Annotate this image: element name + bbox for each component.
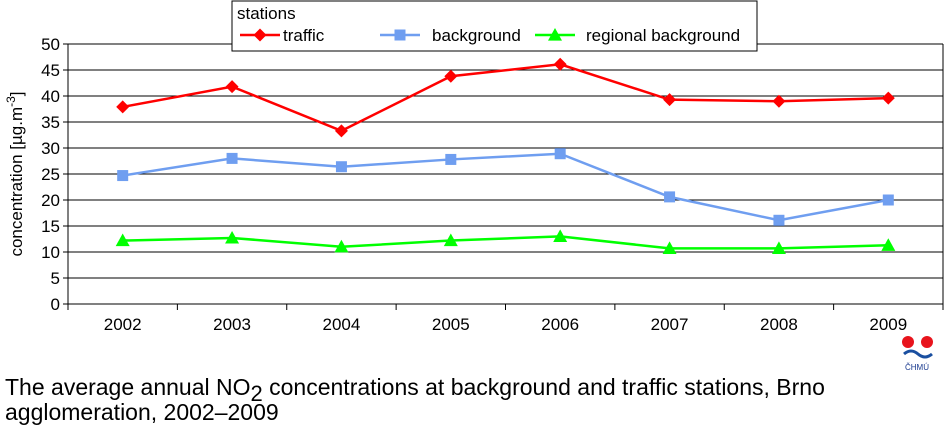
logo-red-dot-left bbox=[902, 336, 914, 348]
y-tick-label: 30 bbox=[41, 139, 60, 158]
data-point bbox=[334, 124, 348, 138]
data-point bbox=[771, 241, 786, 254]
legend-marker bbox=[253, 28, 267, 42]
x-tick-label: 2009 bbox=[869, 315, 907, 334]
logo-red-dot-right bbox=[921, 336, 933, 348]
legend-marker bbox=[548, 28, 562, 41]
legend-label: traffic bbox=[283, 26, 325, 45]
data-point bbox=[881, 91, 895, 105]
data-point bbox=[662, 241, 677, 254]
chmu-logo: ČHMÚ bbox=[902, 336, 933, 372]
x-tick-label: 2004 bbox=[323, 315, 361, 334]
figure-caption: The average annual NO2 concentrations at… bbox=[5, 375, 945, 425]
y-tick-label: 50 bbox=[41, 35, 60, 54]
data-point bbox=[882, 194, 894, 206]
caption-text-1: The average annual NO bbox=[5, 374, 251, 400]
x-tick-label: 2006 bbox=[541, 315, 579, 334]
data-point bbox=[445, 153, 457, 165]
series-regional-background bbox=[115, 229, 896, 254]
series-line bbox=[122, 63, 889, 133]
logo-text: ČHMÚ bbox=[905, 363, 929, 372]
x-tick-label: 2003 bbox=[213, 315, 251, 334]
data-point bbox=[444, 69, 458, 83]
data-point bbox=[773, 214, 785, 226]
data-point bbox=[116, 100, 130, 114]
legend-title: stations bbox=[237, 4, 296, 23]
data-point bbox=[225, 230, 240, 244]
data-point bbox=[115, 233, 130, 247]
data-point bbox=[226, 152, 238, 164]
series-layer bbox=[115, 57, 896, 254]
x-tick-label: 2008 bbox=[760, 315, 798, 334]
caption-text-2: concentrations at background and traffic… bbox=[5, 374, 825, 425]
axes bbox=[63, 43, 944, 310]
legend-marker bbox=[394, 29, 406, 41]
gridlines bbox=[68, 43, 943, 279]
legend-label: background bbox=[432, 26, 521, 45]
logo-wave bbox=[903, 349, 933, 359]
series-traffic bbox=[116, 57, 895, 138]
x-tick-label: 2007 bbox=[651, 315, 689, 334]
series-line bbox=[122, 235, 889, 250]
data-point bbox=[225, 80, 239, 94]
line-chart: 0 5 10 15 20 25 30 35 40 45 50 2002 2003 2004 2005 2006… bbox=[4, 0, 944, 334]
caption-subscript: 2 bbox=[250, 381, 263, 406]
y-tick-label: 40 bbox=[41, 87, 60, 106]
data-point bbox=[664, 191, 676, 203]
x-tick-label: 2005 bbox=[432, 315, 470, 334]
series-line bbox=[122, 152, 889, 222]
data-point bbox=[772, 94, 786, 108]
y-tick-label: 5 bbox=[51, 269, 60, 288]
y-tick-label: 35 bbox=[41, 113, 60, 132]
tick-labels: 0 5 10 15 20 25 30 35 40 45 50 2002 2003 2004 2005 2006… bbox=[41, 35, 907, 334]
legend-label: regional background bbox=[586, 26, 740, 45]
data-point bbox=[881, 238, 896, 251]
y-tick-label: 10 bbox=[41, 243, 60, 262]
data-point bbox=[554, 148, 566, 160]
data-point bbox=[335, 161, 347, 173]
data-point bbox=[553, 57, 567, 71]
y-tick-label: 15 bbox=[41, 217, 60, 236]
y-tick-label: 20 bbox=[41, 191, 60, 210]
y-tick-label: 0 bbox=[51, 295, 60, 314]
data-point bbox=[117, 170, 129, 182]
series-background bbox=[117, 148, 894, 226]
y-tick-label: 25 bbox=[41, 165, 60, 184]
legend: stations traffic background regional backg… bbox=[231, 0, 758, 52]
data-point bbox=[334, 239, 349, 253]
y-tick-label: 45 bbox=[41, 61, 60, 80]
data-point bbox=[443, 233, 458, 247]
y-axis-label: concentration [µg.m-3] bbox=[4, 91, 26, 256]
x-tick-label: 2002 bbox=[104, 315, 142, 334]
data-point bbox=[663, 93, 677, 107]
data-point bbox=[553, 229, 568, 242]
